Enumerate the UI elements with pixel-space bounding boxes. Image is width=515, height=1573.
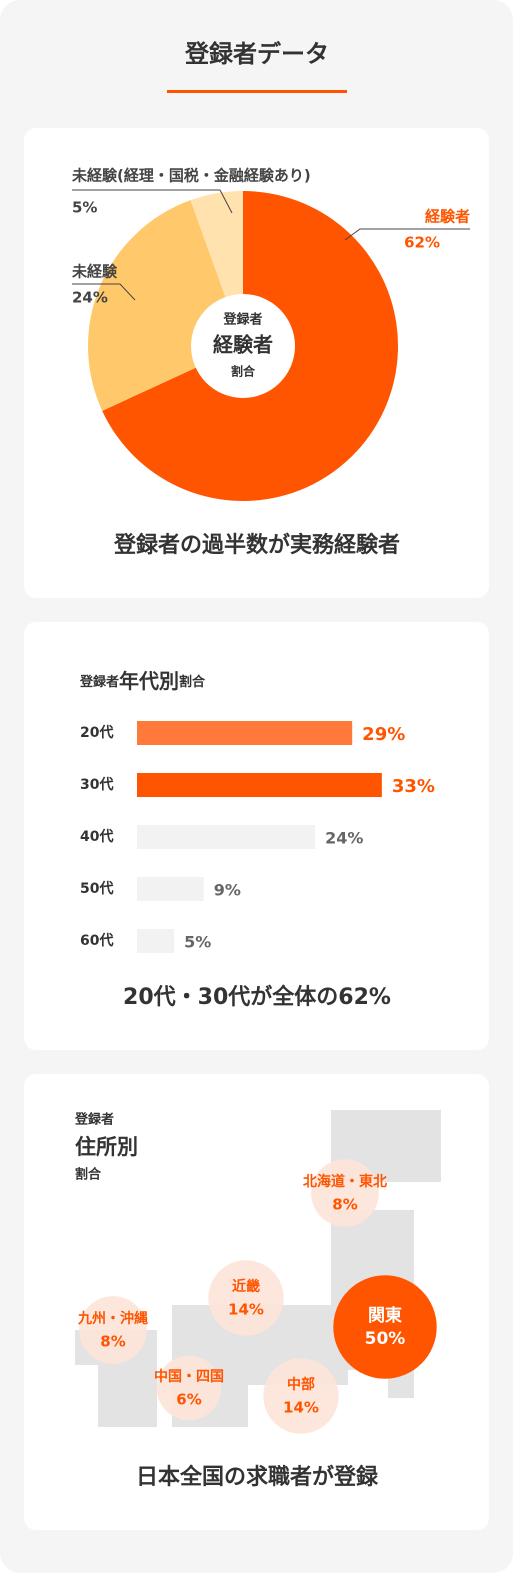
bar [137,929,175,953]
heading: 割合 [75,1167,102,1183]
bubble [79,1296,147,1364]
value-label: 5% [184,933,211,952]
center-text: 登録者 [222,312,262,328]
bubble [156,1355,222,1421]
value-label: 14% [228,1301,264,1319]
center-text: 割合 [231,364,256,379]
value-label: 24% [325,829,363,848]
region-label: 中国・四国 [154,1368,224,1385]
value-label: 6% [176,1391,201,1409]
value-label: 29% [362,724,405,745]
value-label: 14% [283,1399,319,1417]
category-label: 30代 [80,776,113,793]
leader-line [72,283,136,301]
category-label: 60代 [80,932,113,949]
heading: 登録者年代別割合 [79,669,206,693]
center-text: 経験者 [213,333,273,357]
bar [137,825,316,849]
leader-line [72,189,233,214]
bubble [208,1260,284,1336]
bar [137,773,382,797]
slice-value-label: 62% [404,234,440,252]
heading: 登録者 [74,1112,114,1128]
slice-label: 経験者 [425,208,470,226]
category-label: 20代 [80,724,113,741]
category-label: 40代 [80,828,113,845]
region-label: 近畿 [232,1278,260,1295]
value-label: 33% [392,776,435,797]
bubble [311,1159,379,1227]
caption: 20代・30代が全体の62% [123,984,391,1010]
bubble [333,1275,437,1379]
slice-value-label: 24% [72,289,108,307]
category-label: 50代 [80,880,113,897]
bar [137,721,353,745]
value-label: 8% [332,1196,357,1214]
value-label: 8% [100,1333,125,1351]
leader-line [344,228,470,241]
title-underline [167,90,347,93]
region-label: 中部 [287,1376,315,1393]
heading-part: 登録者 [79,674,119,690]
caption: 登録者の過半数が実務経験者 [113,532,400,558]
region-label: 九州・沖縄 [77,1310,148,1327]
donut-hole [191,294,295,398]
caption: 日本全国の求職者が登録 [136,1464,379,1490]
value-label: 9% [214,881,241,900]
bubble [263,1358,339,1434]
region-label: 関東 [368,1305,402,1326]
heading: 住所別 [75,1135,138,1159]
slice-value-label: 5% [72,199,97,217]
page-title: 登録者データ [184,40,329,68]
heading-part: 割合 [179,674,206,690]
slice-label: 未経験 [71,263,118,281]
region-label: 北海道・東北 [303,1173,387,1190]
value-label: 50% [365,1329,406,1349]
heading-part: 年代別 [119,669,179,693]
bar [137,877,204,901]
slice-label: 未経験(経理・国税・金融経験あり) [71,167,311,185]
